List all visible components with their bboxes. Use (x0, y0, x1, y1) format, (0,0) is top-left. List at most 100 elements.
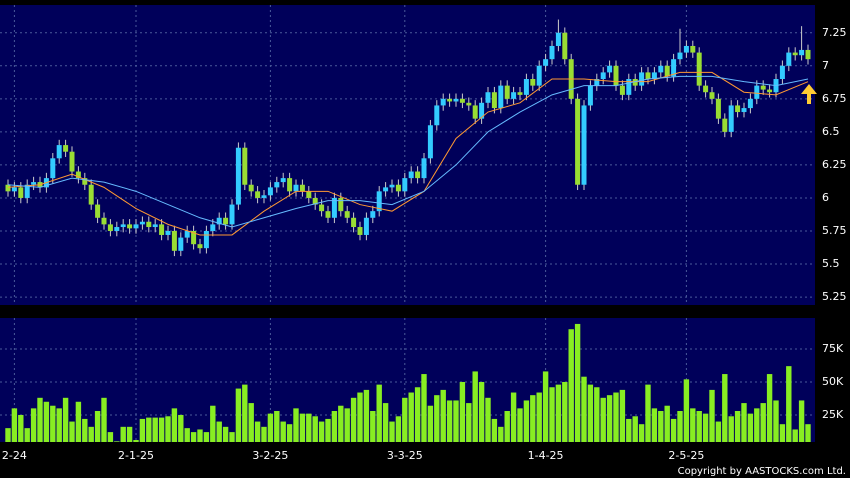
candle-body (5, 184, 11, 192)
candle-body (88, 184, 94, 205)
volume-bar (82, 418, 88, 442)
candle-body (107, 224, 113, 231)
volume-bar (203, 432, 210, 442)
volume-bar (222, 426, 229, 442)
x-tick-label: 2-24 (2, 449, 27, 462)
volume-bar (574, 323, 581, 442)
candle-body (619, 85, 625, 95)
candle-body (351, 217, 357, 228)
volume-bar (645, 384, 651, 442)
candle-body (299, 184, 305, 192)
candle-body (133, 224, 139, 229)
volume-bar (805, 424, 811, 442)
volume-bar (715, 421, 722, 442)
volume-bar (261, 426, 267, 442)
volume-bar (619, 389, 626, 442)
volume-bar (766, 374, 773, 442)
y-tick-label: 6.75 (822, 92, 847, 105)
candle-body (370, 211, 376, 218)
candle-body (18, 187, 24, 198)
candle-body (11, 187, 17, 192)
candle-body (760, 85, 766, 90)
candle-body (197, 244, 203, 249)
y-tick-label: 75K (822, 342, 844, 355)
candle-body (146, 221, 152, 228)
volume-bar (248, 403, 254, 442)
candle-body (229, 204, 235, 225)
volume-bar (389, 421, 395, 442)
volume-bar (555, 384, 562, 442)
y-tick-label: 5.75 (822, 224, 847, 237)
volume-bar (594, 387, 600, 442)
volume-bar (677, 411, 683, 442)
candle-body (536, 65, 542, 86)
volume-bar (94, 411, 101, 442)
candle-body (402, 178, 408, 192)
volume-bar (683, 379, 690, 442)
candle-body (754, 85, 760, 99)
volume-bar (600, 397, 606, 442)
candle-body (376, 191, 382, 212)
candle-body (331, 197, 337, 218)
volume-bar (414, 387, 421, 442)
volume-bar (702, 413, 709, 442)
volume-bar (312, 416, 318, 442)
candle-body (421, 158, 427, 179)
volume-bar (773, 400, 779, 442)
volume-bar (376, 384, 382, 442)
y-tick-label: 6.5 (822, 125, 840, 138)
volume-bar (549, 387, 555, 442)
volume-bar (536, 392, 542, 442)
volume-bar (331, 411, 338, 442)
candle-body (344, 211, 350, 218)
volume-bar (5, 428, 11, 442)
volume-bar (523, 400, 530, 442)
candle-body (632, 79, 638, 86)
volume-bar (613, 392, 619, 442)
volume-bar (216, 421, 222, 442)
candle-body (575, 98, 581, 185)
volume-bar (152, 417, 158, 442)
y-tick-label: 5.25 (822, 290, 847, 303)
candle-body (709, 92, 715, 99)
volume-bar (658, 411, 664, 442)
candle-body (287, 178, 293, 192)
candle-body (607, 65, 613, 73)
candle-body (255, 191, 261, 198)
volume-bar (498, 426, 504, 442)
volume-bar (146, 417, 152, 442)
candle-body (786, 52, 792, 66)
x-tick-label: 1-4-25 (528, 449, 564, 462)
y-tick-label: 50K (822, 375, 844, 388)
candle-body (555, 32, 561, 46)
candle-body (562, 32, 568, 60)
candle-body (242, 147, 248, 185)
candle-body (383, 187, 389, 192)
candle-body (779, 65, 785, 80)
volume-bar (779, 424, 786, 442)
y-tick-label: 7 (822, 59, 829, 72)
candle-body (715, 98, 721, 119)
volume-bar (210, 405, 216, 442)
volume-bar (254, 421, 261, 442)
volume-bar (542, 371, 549, 442)
volume-bar (696, 411, 702, 442)
volume-bar (491, 418, 498, 442)
volume-bar (325, 418, 331, 442)
candle-body (69, 151, 75, 172)
volume-bar (126, 426, 133, 442)
candle-body (139, 221, 145, 225)
candle-body (357, 227, 363, 235)
volume-bar (75, 401, 82, 442)
candle-body (408, 171, 414, 179)
candle-body (543, 59, 549, 66)
candle-body (626, 79, 632, 95)
volume-bar (338, 405, 344, 442)
candle-body (267, 187, 273, 196)
candle-body (664, 65, 670, 77)
volume-bar (459, 381, 466, 442)
volume-bar (395, 416, 402, 442)
candle-body (805, 49, 811, 60)
candle-body (472, 105, 478, 119)
